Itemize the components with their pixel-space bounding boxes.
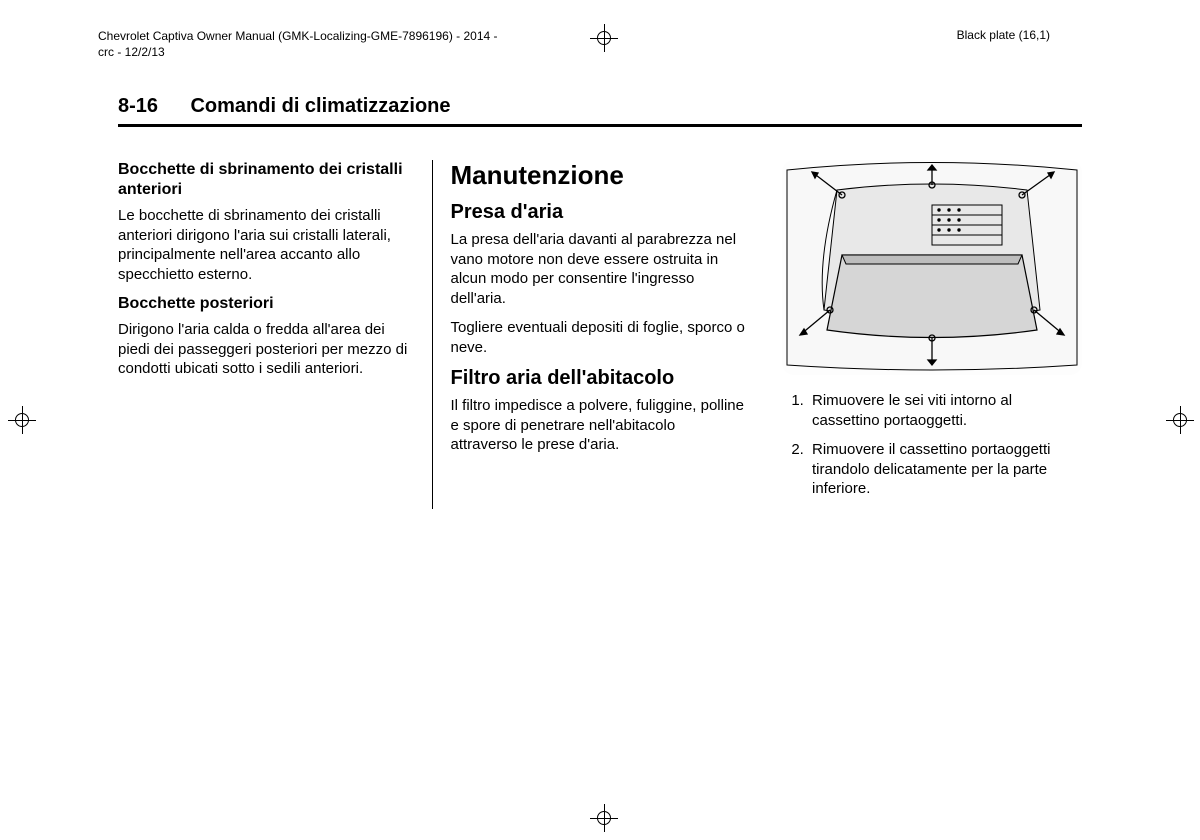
step-2: Rimuovere il cassettino portaoggetti tir… [808, 440, 1082, 499]
content-columns: Bocchette di sbrinamento dei cristalli a… [118, 160, 1082, 509]
column-1: Bocchette di sbrinamento dei cristalli a… [118, 160, 432, 509]
col1-para2: Dirigono l'aria calda o fredda all'area … [118, 320, 414, 379]
col1-heading2: Bocchette posteriori [118, 294, 414, 314]
crop-mark-right [1166, 406, 1194, 434]
col2-para2: Togliere eventuali depositi di foglie, s… [451, 318, 747, 357]
section-title: Comandi di climatizzazione [190, 95, 450, 117]
col2-sec-heading2: Filtro aria dell'abitacolo [451, 367, 747, 390]
col1-heading1: Bocchette di sbrinamento dei cristalli a… [118, 160, 414, 200]
glovebox-illustration [782, 160, 1082, 375]
col2-para1: La presa dell'aria davanti al parabrezza… [451, 230, 747, 308]
crop-mark-bottom [590, 804, 618, 832]
col2-sec-heading1: Presa d'aria [451, 201, 747, 224]
header-left: Chevrolet Captiva Owner Manual (GMK-Loca… [98, 28, 498, 60]
header-right: Black plate (16,1) [957, 28, 1050, 42]
header-left-line2: crc - 12/2/13 [98, 44, 498, 60]
crop-mark-left [8, 406, 36, 434]
col2-para3: Il filtro impedisce a polvere, fuliggine… [451, 396, 747, 455]
step-1: Rimuovere le sei viti intorno al cassett… [808, 391, 1082, 430]
col2-main-heading: Manutenzione [451, 160, 747, 191]
col1-para1: Le bocchette di sbrinamento dei cristall… [118, 206, 414, 284]
column-3: Rimuovere le sei viti intorno al cassett… [764, 160, 1082, 509]
steps-list: Rimuovere le sei viti intorno al cassett… [782, 391, 1082, 499]
column-2: Manutenzione Presa d'aria La presa dell'… [432, 160, 765, 509]
crop-mark-top [590, 24, 618, 52]
section-header: 8-16 Comandi di climatizzazione [118, 95, 1082, 127]
header-left-line1: Chevrolet Captiva Owner Manual (GMK-Loca… [98, 28, 498, 44]
page-number: 8-16 [118, 95, 158, 117]
